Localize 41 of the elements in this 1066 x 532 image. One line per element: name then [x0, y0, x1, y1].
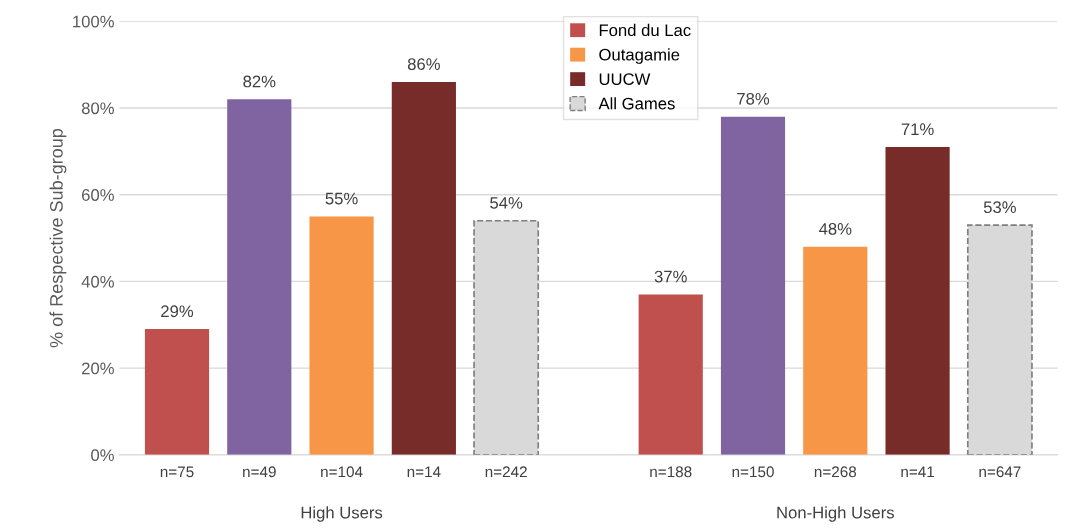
y-tick-label: 0% [91, 449, 114, 462]
x-tick-label: n=268 [814, 466, 857, 478]
data-label: 37% [654, 270, 687, 283]
x-tick-label: n=49 [243, 466, 276, 478]
x-tick-label: n=647 [979, 466, 1021, 478]
y-tick-label: 80% [81, 102, 114, 115]
bar [803, 246, 868, 455]
y-tick-label: 20% [82, 362, 114, 375]
legend-label: UUCW [599, 73, 651, 86]
y-tick-label: 40% [81, 275, 114, 288]
bar [638, 294, 703, 455]
bar [309, 216, 374, 455]
x-tick-label: n=242 [485, 466, 527, 478]
data-label: 48% [819, 222, 852, 235]
legend-label: Outagamie [599, 48, 680, 64]
y-tick-label: 60% [82, 189, 114, 201]
bar [391, 81, 456, 455]
data-label: 53% [983, 201, 1016, 214]
bar [720, 116, 786, 455]
data-label: 29% [161, 305, 194, 318]
text: High Users [301, 506, 383, 522]
text: Non-High Users [777, 506, 894, 522]
data-label: 78% [737, 92, 770, 105]
bar [885, 147, 950, 455]
x-tick-label: n=150 [732, 466, 774, 478]
y-tick-label: 100% [73, 15, 114, 28]
legend-label: All Games [598, 97, 675, 110]
x-tick-label: n=188 [650, 466, 692, 478]
legend-label: Fond du Lac [599, 23, 691, 37]
data-label: 55% [325, 192, 358, 205]
data-label: 82% [243, 75, 276, 88]
x-tick-label: n=41 [901, 466, 935, 478]
data-label: 54% [490, 197, 523, 209]
bar [144, 329, 210, 455]
bar [227, 99, 292, 455]
x-tick-label: n=14 [407, 466, 441, 478]
data-label: 86% [407, 58, 440, 71]
y-axis-title: % of Respective Sub-group [49, 128, 67, 348]
data-label: 71% [901, 123, 934, 135]
x-tick-label: n=104 [321, 466, 363, 478]
x-tick-label: n=75 [160, 466, 194, 478]
